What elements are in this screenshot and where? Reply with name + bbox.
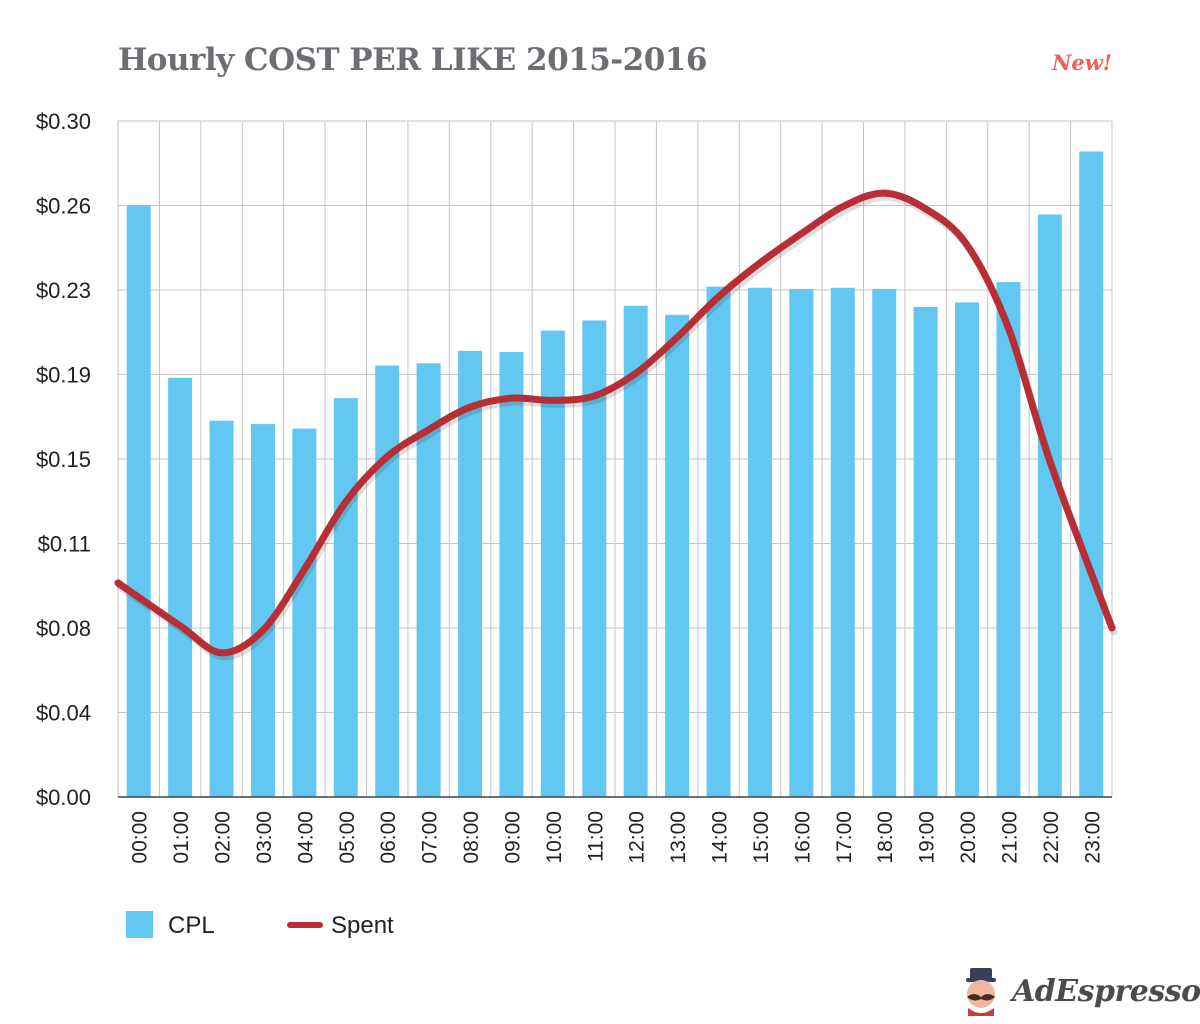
x-tick-label: 21:00 bbox=[998, 811, 1021, 864]
x-tick-label: 18:00 bbox=[874, 811, 897, 864]
x-tick-label: 19:00 bbox=[916, 811, 939, 864]
x-tick-label: 00:00 bbox=[129, 811, 152, 864]
cpl-bar bbox=[830, 287, 855, 797]
cpl-bar bbox=[623, 305, 648, 797]
cpl-bar bbox=[168, 377, 193, 797]
x-tick-label: 11:00 bbox=[584, 811, 607, 862]
adespresso-logo: AdEspresso bbox=[958, 966, 1200, 1016]
x-tick-label: 10:00 bbox=[543, 811, 566, 864]
cpl-bar bbox=[333, 398, 358, 797]
cpl-bar bbox=[250, 424, 275, 797]
cpl-bar bbox=[375, 365, 400, 797]
x-tick-label: 07:00 bbox=[419, 811, 442, 864]
x-tick-label: 08:00 bbox=[460, 811, 483, 864]
x-tick-label: 17:00 bbox=[833, 811, 856, 864]
mascot-icon bbox=[966, 968, 996, 1016]
cpl-bar bbox=[209, 420, 234, 797]
x-tick-label: 01:00 bbox=[170, 811, 193, 864]
x-tick-label: 16:00 bbox=[791, 811, 814, 864]
x-tick-label: 15:00 bbox=[750, 811, 773, 864]
legend-label-cpl: CPL bbox=[168, 912, 215, 939]
y-tick-label: $0.11 bbox=[38, 532, 91, 557]
cpl-bars bbox=[126, 151, 1104, 798]
x-tick-label: 23:00 bbox=[1081, 811, 1104, 864]
y-tick-label: $0.30 bbox=[36, 109, 91, 134]
cpl-bar bbox=[540, 330, 565, 797]
spent-line-group bbox=[114, 189, 1118, 661]
cpl-bar bbox=[996, 282, 1021, 797]
x-tick-label: 20:00 bbox=[957, 811, 980, 864]
cpl-bar bbox=[665, 314, 690, 797]
x-tick-label: 04:00 bbox=[294, 811, 317, 864]
cpl-bar bbox=[913, 306, 938, 797]
cpl-bar bbox=[747, 287, 772, 797]
cpl-bar bbox=[292, 428, 317, 797]
cpl-bar bbox=[872, 288, 897, 797]
legend-label-spent: Spent bbox=[331, 912, 394, 939]
x-tick-label: 12:00 bbox=[626, 811, 649, 864]
y-tick-label: $0.26 bbox=[36, 194, 91, 219]
cpl-bar bbox=[955, 302, 980, 797]
x-tick-label: 06:00 bbox=[377, 811, 400, 864]
legend-swatch-cpl bbox=[126, 911, 153, 938]
cpl-bar bbox=[1079, 151, 1104, 798]
x-tick-label: 09:00 bbox=[501, 811, 524, 864]
cpl-bar bbox=[1037, 214, 1062, 798]
grid-lines bbox=[117, 120, 1113, 798]
legend: CPL Spent bbox=[126, 911, 394, 939]
chart: $0.00 $0.04 $0.08 $0.11 $0.15 $0.19 $0.23 $0.26… bbox=[36, 109, 1118, 939]
axes: $0.00 $0.04 $0.08 $0.11 $0.15 $0.19 $0.23 $0.26… bbox=[36, 109, 1112, 864]
y-tick-label: $0.19 bbox=[36, 363, 91, 388]
chart-title: Hourly COST PER LIKE 2015-2016 bbox=[118, 42, 707, 78]
brand-wordmark: AdEspresso bbox=[1012, 973, 1200, 1009]
x-tick-label: 14:00 bbox=[709, 811, 732, 864]
cpl-bar bbox=[499, 351, 524, 797]
y-tick-label: $0.23 bbox=[36, 278, 91, 303]
cpl-bar bbox=[458, 350, 483, 797]
x-tick-label: 22:00 bbox=[1040, 811, 1063, 864]
cpl-bar bbox=[706, 286, 731, 797]
y-tick-label: $0.00 bbox=[36, 785, 91, 810]
x-tick-label: 13:00 bbox=[667, 811, 690, 864]
y-tick-label: $0.15 bbox=[36, 447, 91, 472]
spent-line bbox=[114, 189, 1116, 657]
x-tick-label: 03:00 bbox=[253, 811, 276, 864]
y-tick-label: $0.08 bbox=[36, 616, 91, 641]
cpl-bar bbox=[789, 288, 814, 797]
cpl-bar bbox=[126, 205, 151, 797]
y-tick-label: $0.04 bbox=[36, 701, 91, 726]
x-tick-label: 02:00 bbox=[212, 811, 235, 864]
new-badge: New! bbox=[1052, 50, 1112, 75]
x-tick-label: 05:00 bbox=[336, 811, 359, 864]
